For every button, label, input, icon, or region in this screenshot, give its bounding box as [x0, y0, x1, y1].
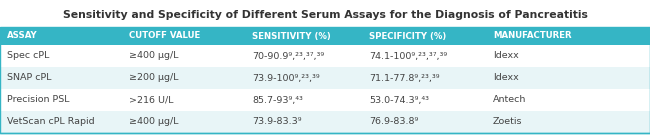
- Text: ≥400 μg/L: ≥400 μg/L: [129, 52, 178, 61]
- Text: ASSAY: ASSAY: [7, 32, 38, 41]
- Text: Sensitivity and Specificity of Different Serum Assays for the Diagnosis of Pancr: Sensitivity and Specificity of Different…: [62, 10, 588, 20]
- Text: Idexx: Idexx: [493, 52, 519, 61]
- Text: VetScan cPL Rapid: VetScan cPL Rapid: [7, 118, 95, 126]
- Bar: [0, 67, 650, 89]
- Text: 70-90.9⁹,²³,³⁷,³⁹: 70-90.9⁹,²³,³⁷,³⁹: [252, 52, 324, 61]
- Text: Antech: Antech: [493, 95, 526, 105]
- Text: >216 U/L: >216 U/L: [129, 95, 174, 105]
- Text: 73.9-83.3⁹: 73.9-83.3⁹: [252, 118, 302, 126]
- Text: 85.7-93⁹,⁴³: 85.7-93⁹,⁴³: [252, 95, 303, 105]
- Text: ≥400 μg/L: ≥400 μg/L: [129, 118, 178, 126]
- Text: Spec cPL: Spec cPL: [7, 52, 49, 61]
- Bar: [0, 89, 650, 111]
- Bar: [0, 45, 650, 67]
- Text: 73.9-100⁹,²³,³⁹: 73.9-100⁹,²³,³⁹: [252, 73, 320, 82]
- Text: SENSITIVITY (%): SENSITIVITY (%): [252, 32, 331, 41]
- Text: 76.9-83.8⁹: 76.9-83.8⁹: [369, 118, 419, 126]
- Text: SNAP cPL: SNAP cPL: [7, 73, 52, 82]
- Text: 74.1-100⁹,²³,³⁷,³⁹: 74.1-100⁹,²³,³⁷,³⁹: [369, 52, 447, 61]
- Bar: [0, 27, 650, 133]
- Text: Idexx: Idexx: [493, 73, 519, 82]
- Text: CUTOFF VALUE: CUTOFF VALUE: [129, 32, 200, 41]
- Text: Zoetis: Zoetis: [493, 118, 522, 126]
- Text: Precision PSL: Precision PSL: [7, 95, 70, 105]
- Text: 71.1-77.8⁹,²³,³⁹: 71.1-77.8⁹,²³,³⁹: [369, 73, 440, 82]
- Text: ≥200 μg/L: ≥200 μg/L: [129, 73, 178, 82]
- Bar: [0, 111, 650, 133]
- Text: 53.0-74.3⁹,⁴³: 53.0-74.3⁹,⁴³: [369, 95, 429, 105]
- Bar: [0, 27, 650, 45]
- Text: SPECIFICITY (%): SPECIFICITY (%): [369, 32, 447, 41]
- Text: MANUFACTURER: MANUFACTURER: [493, 32, 571, 41]
